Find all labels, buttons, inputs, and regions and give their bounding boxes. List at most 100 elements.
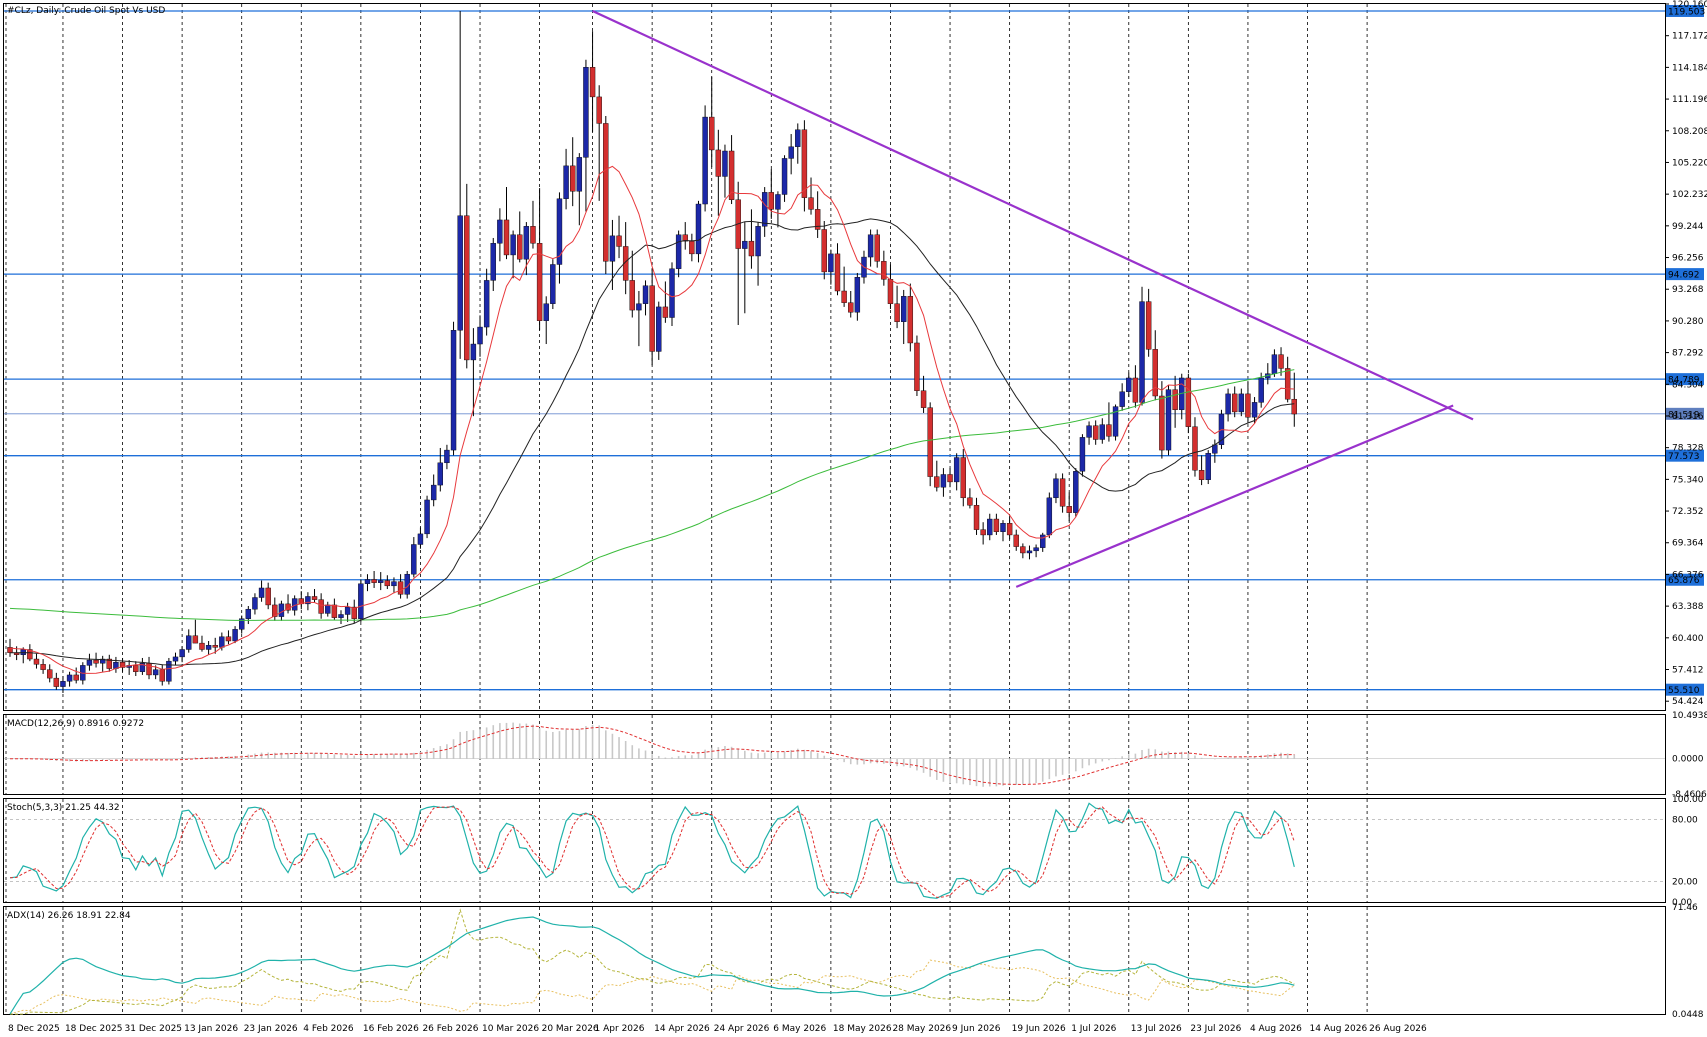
candle-body	[768, 192, 774, 210]
x-tick-label: 10 Mar 2026	[482, 1024, 539, 1034]
x-tick-label: 31 Dec 2025	[125, 1024, 183, 1034]
candle-body	[378, 580, 384, 583]
candle-body	[748, 240, 755, 257]
level-badge	[1666, 373, 1704, 386]
x-tick-label: 14 Aug 2026	[1310, 1024, 1368, 1034]
candle-body	[622, 246, 629, 281]
candle-body	[199, 642, 205, 650]
candle-body	[563, 165, 569, 199]
candle-body	[1059, 478, 1066, 507]
candle-body	[1020, 546, 1026, 554]
candle-body	[993, 518, 1000, 532]
x-tick-label: 18 Dec 2025	[65, 1024, 123, 1034]
candle-body	[536, 243, 543, 321]
current-price-label: 81.519	[1668, 410, 1700, 420]
candle-body	[867, 234, 874, 258]
y-tick-label: 72.352	[1672, 507, 1704, 517]
price-panel-frame	[3, 3, 1666, 711]
candle-body	[616, 235, 622, 247]
candle-body	[159, 669, 165, 682]
candle-body	[152, 669, 159, 676]
y-tick-label: 111.196	[1672, 95, 1707, 105]
y-tick-label: 78.328	[1672, 444, 1704, 454]
candle-body	[550, 264, 556, 304]
candle-body	[205, 645, 212, 650]
stoch-panel	[4, 802, 1665, 899]
candle-body	[417, 533, 424, 545]
candle-body	[629, 280, 635, 311]
candle-body	[901, 296, 907, 322]
chart-title: #CLz, Daily: Crude Oil Spot Vs USD	[7, 6, 165, 16]
candle-body	[40, 664, 46, 670]
candle-body	[1278, 354, 1284, 369]
stoch-header: Stoch(5,3,3) 21.25 44.32	[7, 803, 120, 813]
candle-body	[1106, 424, 1112, 437]
moving-averages	[9, 165, 1295, 674]
candle-body	[907, 296, 914, 344]
candle-body	[258, 587, 265, 598]
candle-body	[272, 604, 278, 617]
candle-body	[1040, 534, 1046, 548]
candle-body	[920, 390, 927, 408]
candle-body	[821, 229, 827, 273]
candle-body	[1152, 349, 1158, 397]
x-tick-label: 23 Jul 2026	[1190, 1024, 1241, 1034]
candle-body	[1033, 547, 1039, 552]
candle-body	[318, 599, 324, 614]
candle-body	[649, 285, 655, 352]
candle-body	[424, 499, 430, 535]
candle-body	[828, 253, 834, 273]
candle-body	[106, 658, 113, 669]
candle-body	[444, 449, 450, 464]
candle-body	[47, 669, 53, 679]
x-tick-label: 16 Feb 2026	[363, 1024, 419, 1034]
candle-body	[775, 194, 781, 210]
candle-body	[1112, 406, 1119, 437]
level-badge-label: 65.876	[1668, 576, 1700, 586]
candle-body	[1026, 550, 1033, 554]
panel-frames	[3, 3, 1666, 1015]
y-tick-label: 87.292	[1672, 349, 1704, 359]
x-axis: 8 Dec 2025 18 Dec 2025 31 Dec 2025 13 Jan 2…	[8, 1024, 1427, 1034]
candle-body	[344, 606, 351, 615]
candle-body	[576, 157, 583, 192]
adx-line	[9, 916, 1295, 1015]
x-tick-label: 24 Apr 2026	[714, 1024, 770, 1034]
x-tick-label: 13 Jan 2026	[184, 1024, 238, 1034]
adx-header: ADX(14) 26.26 18.91 22.84	[7, 911, 131, 921]
y-tick-label: 54.424	[1672, 697, 1704, 707]
candle-body	[133, 665, 139, 672]
candle-body	[530, 226, 536, 244]
candle-body	[742, 240, 748, 249]
level-badge	[1666, 683, 1704, 696]
candle-body	[1205, 453, 1211, 480]
candle-body	[596, 96, 602, 124]
level-badge-label: 119.503	[1668, 7, 1705, 17]
y-tick-label: 81.316	[1672, 412, 1704, 422]
macd-tick-label: -8.4606	[1672, 790, 1707, 800]
candle-body	[1225, 393, 1231, 415]
y-tick-label: 105.220	[1672, 158, 1707, 168]
candle-body	[1172, 389, 1178, 410]
x-tick-label: 8 Dec 2025	[8, 1024, 60, 1034]
candle-body	[384, 580, 391, 587]
candle-body	[589, 67, 596, 98]
candle-body	[186, 635, 192, 650]
candles	[7, 11, 1297, 693]
candle-body	[1066, 506, 1072, 513]
x-tick-label: 4 Feb 2026	[303, 1024, 354, 1034]
candle-body	[682, 234, 688, 242]
candle-body	[311, 596, 318, 600]
candle-body	[510, 234, 516, 256]
candle-body	[166, 660, 172, 682]
stoch-tick-label: 20.00	[1672, 877, 1698, 887]
x-tick-label: 13 Jul 2026	[1131, 1024, 1182, 1034]
candle-body	[642, 285, 649, 304]
candle-body	[583, 67, 589, 158]
plus-di-line	[10, 908, 1295, 1015]
y-axis: 120.160 117.172 114.184 111.196 108.208 105.2…	[1665, 0, 1707, 1020]
candle-body	[483, 280, 490, 328]
candle-body	[695, 203, 702, 255]
adx-panel	[9, 908, 1295, 1015]
stoch-main-line	[9, 802, 1295, 899]
